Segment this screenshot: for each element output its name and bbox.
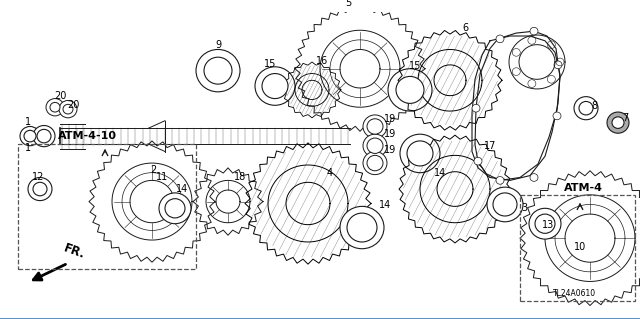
Circle shape (496, 35, 504, 43)
Text: 15: 15 (409, 61, 421, 71)
Text: 3: 3 (521, 203, 527, 213)
Circle shape (535, 214, 555, 233)
Circle shape (530, 27, 538, 35)
Circle shape (50, 102, 60, 112)
Circle shape (554, 61, 562, 69)
Circle shape (347, 213, 377, 242)
Circle shape (407, 141, 433, 166)
Circle shape (553, 112, 561, 120)
Circle shape (496, 176, 504, 184)
Text: 8: 8 (591, 101, 597, 111)
Circle shape (396, 77, 424, 103)
Text: 20: 20 (67, 100, 79, 110)
Circle shape (204, 57, 232, 84)
Circle shape (367, 155, 383, 171)
Bar (60, 129, 350, 144)
Text: 10: 10 (574, 242, 586, 252)
Circle shape (24, 130, 36, 142)
Circle shape (530, 174, 538, 181)
Circle shape (367, 119, 383, 134)
Polygon shape (398, 31, 502, 130)
Circle shape (579, 101, 593, 115)
Text: 14: 14 (176, 184, 188, 194)
Circle shape (63, 104, 73, 114)
Text: 14: 14 (434, 168, 446, 178)
Circle shape (363, 134, 387, 157)
Text: 19: 19 (384, 145, 396, 155)
Text: 19: 19 (384, 114, 396, 124)
Circle shape (59, 100, 77, 118)
Circle shape (255, 67, 295, 105)
Circle shape (20, 126, 40, 146)
Polygon shape (399, 135, 511, 243)
Text: 18: 18 (234, 172, 246, 182)
Text: 20: 20 (54, 91, 66, 101)
Text: 9: 9 (215, 40, 221, 50)
Text: ATM-4: ATM-4 (563, 183, 602, 193)
Polygon shape (283, 62, 341, 118)
Circle shape (474, 157, 482, 165)
Text: 6: 6 (462, 23, 468, 33)
Text: 19: 19 (384, 129, 396, 139)
Text: ATM-4-10: ATM-4-10 (58, 131, 116, 141)
Circle shape (340, 206, 384, 249)
Text: 11: 11 (156, 172, 168, 182)
Circle shape (363, 115, 387, 138)
Circle shape (472, 104, 480, 112)
Text: 17: 17 (484, 141, 496, 151)
Text: TL24A0610: TL24A0610 (554, 289, 596, 298)
Polygon shape (245, 143, 371, 264)
Circle shape (37, 130, 51, 143)
Polygon shape (295, 6, 425, 131)
Circle shape (262, 74, 288, 99)
Text: 1: 1 (25, 143, 31, 153)
Text: 5: 5 (345, 0, 351, 8)
Text: 2: 2 (150, 165, 156, 175)
Circle shape (33, 182, 47, 196)
Circle shape (487, 187, 523, 222)
Text: 1: 1 (25, 117, 31, 127)
Polygon shape (520, 171, 640, 306)
Bar (18, 144, 196, 269)
Text: 7: 7 (622, 113, 628, 123)
Text: 15: 15 (264, 59, 276, 69)
Circle shape (493, 193, 517, 216)
Circle shape (529, 208, 561, 239)
Circle shape (165, 199, 185, 218)
Circle shape (612, 117, 624, 129)
Circle shape (196, 49, 240, 92)
Polygon shape (89, 141, 215, 262)
Circle shape (46, 99, 64, 116)
Polygon shape (193, 168, 263, 235)
Text: 16: 16 (316, 56, 328, 66)
Circle shape (574, 97, 598, 120)
Circle shape (33, 125, 55, 147)
Text: 13: 13 (542, 220, 554, 230)
Circle shape (607, 112, 629, 133)
Circle shape (28, 177, 52, 201)
Bar (520, 195, 635, 301)
Circle shape (388, 69, 432, 111)
Circle shape (159, 193, 191, 224)
Circle shape (367, 138, 383, 153)
Text: FR.: FR. (62, 241, 87, 261)
Text: 4: 4 (327, 168, 333, 178)
Bar (60, 123, 85, 149)
Text: 12: 12 (32, 172, 44, 182)
Circle shape (363, 152, 387, 174)
Circle shape (400, 134, 440, 173)
Text: 14: 14 (379, 200, 391, 211)
